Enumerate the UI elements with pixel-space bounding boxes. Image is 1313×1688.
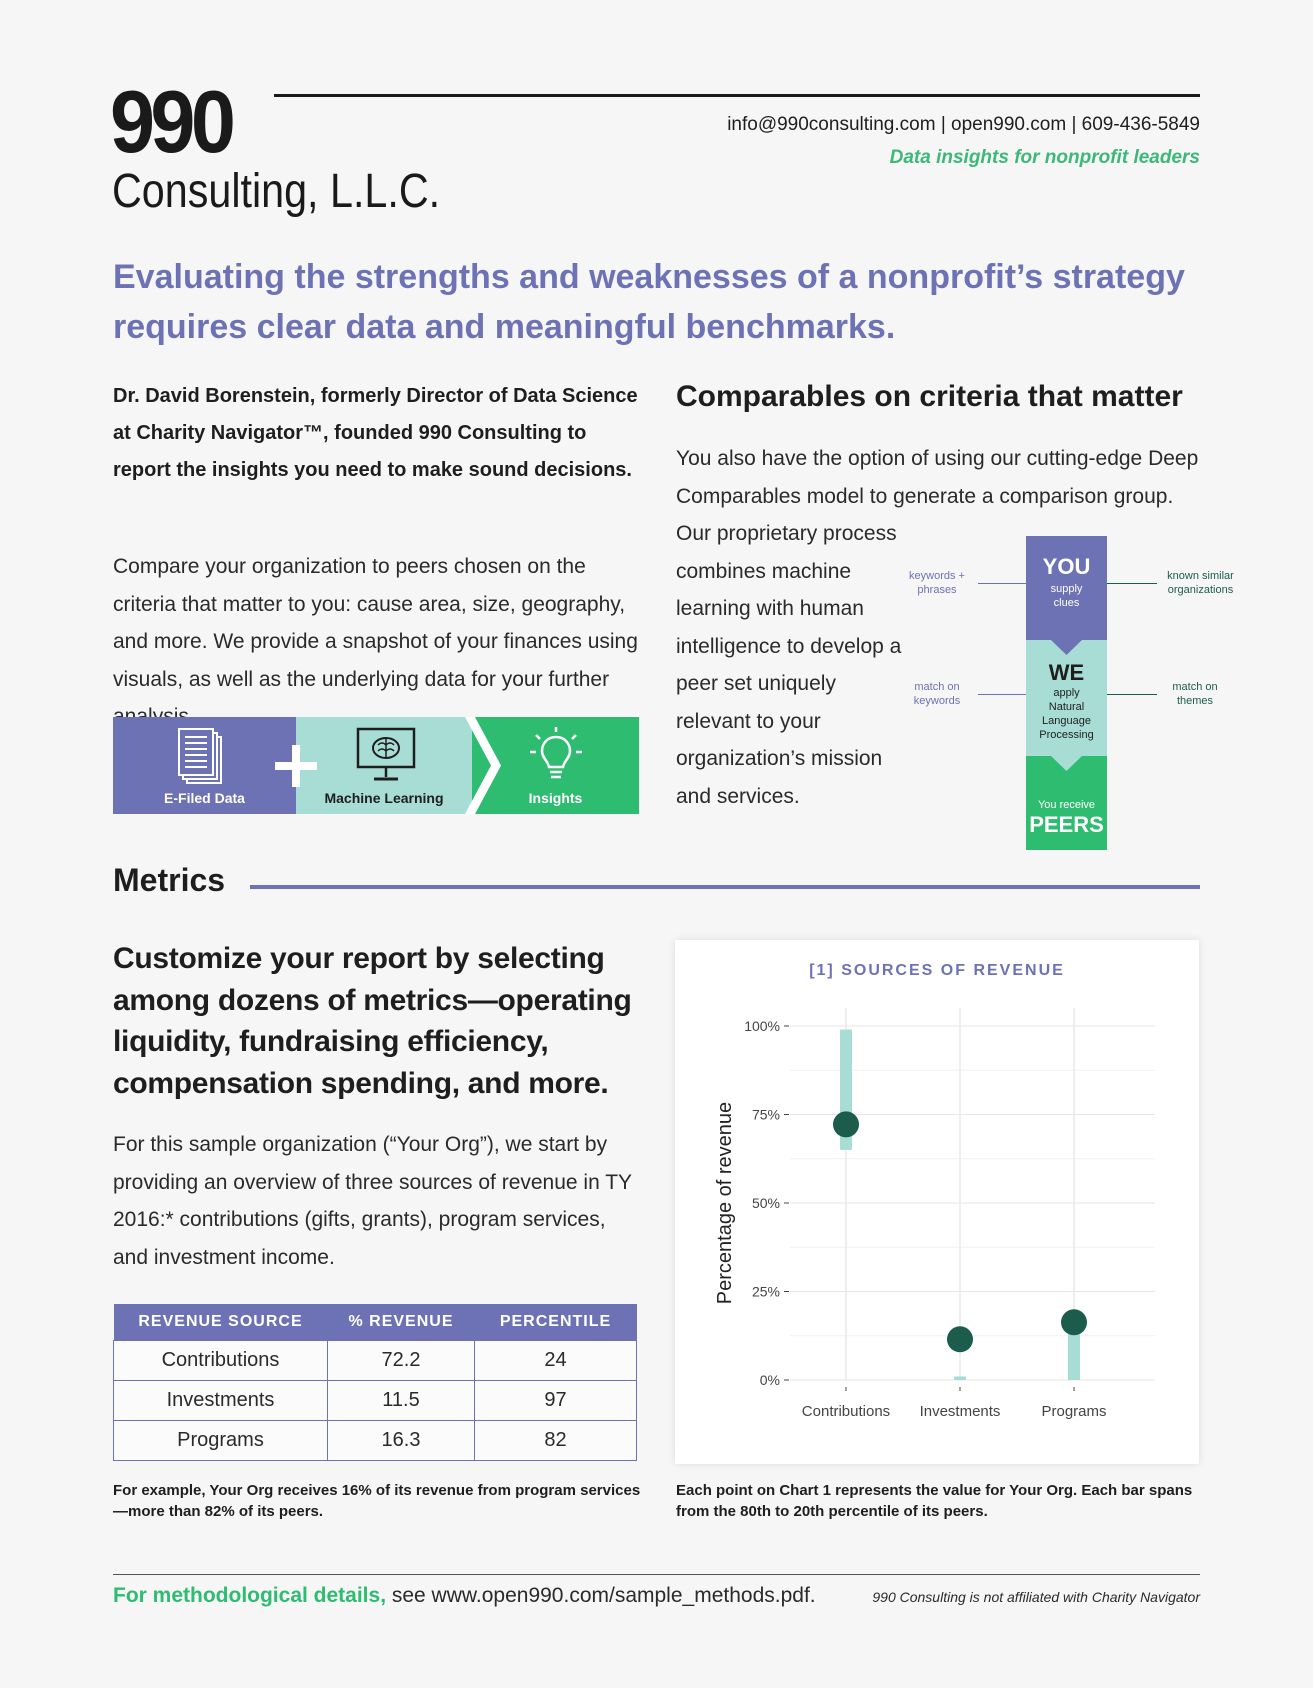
chart-note: Each point on Chart 1 represents the val… (676, 1482, 1193, 1520)
metrics-rule (250, 885, 1200, 889)
connector-line (978, 694, 1026, 695)
comparables-title: Comparables on criteria that matter (676, 380, 1183, 413)
range-bar (954, 1376, 966, 1380)
comparables-text-1: You also have the option of using our cu… (676, 447, 1199, 508)
table-cell: Investments (113, 1380, 328, 1421)
y-tick-label: 75% (752, 1107, 780, 1123)
connector-line (1107, 583, 1157, 584)
table-cell: 16.3 (327, 1420, 475, 1461)
x-tick-label: Contributions (802, 1403, 890, 1420)
diagram-right-mid-label: match on themes (1172, 681, 1218, 707)
chevron-arrow (465, 717, 501, 814)
diagram-left-mid-label: match on keywords (913, 681, 961, 707)
table-cell: 11.5 (327, 1380, 475, 1421)
methods-link-text: see www.open990.com/sample_methods.pdf. (386, 1584, 816, 1607)
comparables-text-2: Our proprietary process combines machine… (676, 522, 902, 808)
diagram-left-top-label: keywords + phrases (909, 570, 965, 596)
compare-paragraph: Compare your organization to peers chose… (113, 555, 638, 728)
chart-title: [1] SOURCES OF REVENUE (809, 962, 1065, 979)
table-cell: 82 (474, 1420, 637, 1461)
methods-note: For methodological details, see www.open… (113, 1584, 816, 1608)
data-point (1061, 1309, 1087, 1336)
metrics-title: Metrics (113, 862, 226, 898)
table-cell: Programs (113, 1420, 328, 1461)
insights-label: Insights (528, 790, 583, 806)
lightbulb-icon (530, 727, 582, 779)
diagram-right-top-label: known similar organizations (1167, 570, 1234, 596)
diagram-you-text: supply clues (1050, 583, 1083, 609)
diagram-we-title: WE (1048, 660, 1085, 685)
table-note: For example, Your Org receives 16% of it… (113, 1482, 641, 1520)
range-bar (1068, 1323, 1080, 1380)
monitor-brain-icon (356, 727, 416, 781)
tagline: Data insights for nonprofit leaders (889, 147, 1200, 168)
connector-line (978, 583, 1026, 584)
y-tick-label: 50% (752, 1195, 780, 1211)
table-row: Contributions 72.2 24 (113, 1340, 637, 1381)
connector-line (1107, 694, 1157, 695)
arrow-down-icon (1051, 640, 1082, 655)
table-header: % REVENUE (327, 1304, 475, 1341)
y-tick-label: 25% (752, 1284, 780, 1300)
header-rule (274, 94, 1200, 97)
x-tick-label: Programs (1041, 1403, 1106, 1420)
x-tick-label: Investments (920, 1403, 1001, 1420)
customize-heading: Customize your report by selecting among… (113, 942, 632, 1100)
diagram-you-block: YOU supply clues (1026, 536, 1107, 640)
revenue-table: REVENUE SOURCE % REVENUE PERCENTILE Cont… (113, 1304, 637, 1461)
table-row: Programs 16.3 82 (113, 1420, 637, 1461)
logo-number: 990 (110, 72, 236, 171)
ml-segment: Machine Learning (296, 717, 472, 814)
disclaimer: 990 Consulting is not affiliated with Ch… (872, 1589, 1200, 1605)
document-icon (178, 728, 222, 784)
contact-info: info@990consulting.com | open990.com | 6… (727, 114, 1200, 135)
headline: Evaluating the strengths and weaknesses … (113, 258, 1185, 346)
peers-diagram: YOU supply clues WE apply Natural Langua… (1026, 536, 1107, 850)
process-banner: E-Filed Data Machine Learning Insights (113, 717, 639, 814)
efiled-label: E-Filed Data (164, 790, 245, 806)
table-cell: 24 (474, 1340, 637, 1381)
data-point (947, 1326, 973, 1353)
plus-icon (275, 745, 317, 787)
y-tick-label: 100% (744, 1018, 780, 1034)
table-cell: 72.2 (327, 1340, 475, 1381)
methods-highlight: For methodological details, (113, 1584, 387, 1607)
insights-segment: Insights (472, 717, 639, 814)
y-axis-label: Percentage of revenue (714, 1102, 736, 1304)
table-header: REVENUE SOURCE (113, 1304, 328, 1341)
table-cell: 97 (474, 1380, 637, 1421)
diagram-we-text: apply Natural Language Processing (1039, 687, 1094, 741)
diagram-peers-text: You receive (1037, 799, 1096, 811)
arrow-down-icon (1051, 756, 1082, 771)
footer-rule (113, 1574, 1200, 1575)
revenue-chart-card: [1] SOURCES OF REVENUE 0% 25% 50% 75% 100% Pe… (675, 940, 1199, 1464)
revenue-chart: 0% 25% 50% 75% 100% Percentage of revenue Cont… (714, 1008, 1155, 1420)
table-row: Investments 11.5 97 (113, 1380, 637, 1421)
table-header-row: REVENUE SOURCE % REVENUE PERCENTILE (113, 1304, 637, 1341)
founder-bio: Dr. David Borenstein, formerly Director … (113, 385, 638, 481)
table-cell: Contributions (113, 1340, 328, 1381)
diagram-we-block: WE apply Natural Language Processing (1026, 640, 1107, 756)
table-header: PERCENTILE (474, 1304, 637, 1341)
data-point (833, 1111, 859, 1138)
logo-company-name: Consulting, L.L.C. (112, 165, 441, 218)
diagram-peers-title: PEERS (1029, 812, 1104, 837)
y-tick-label: 0% (760, 1372, 780, 1388)
ml-label: Machine Learning (324, 790, 444, 806)
efiled-segment: E-Filed Data (113, 717, 296, 814)
diagram-you-title: YOU (1042, 554, 1091, 579)
diagram-peers-block: You receive PEERS (1026, 756, 1107, 850)
sample-paragraph: For this sample organization (“Your Org”… (113, 1133, 632, 1269)
